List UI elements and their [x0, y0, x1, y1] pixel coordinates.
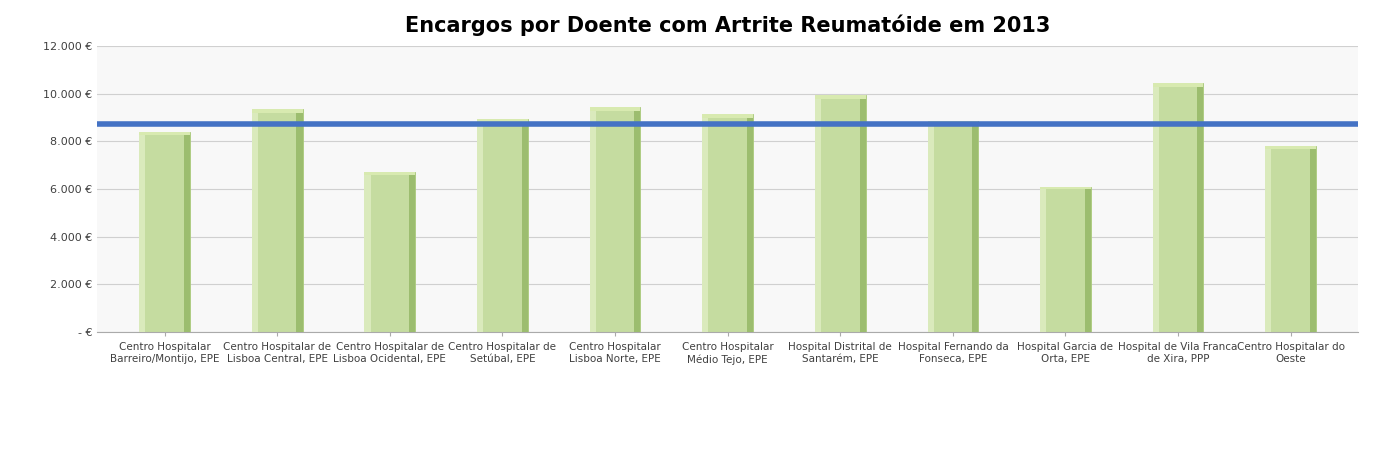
- Bar: [815, 95, 821, 332]
- Bar: [927, 121, 934, 332]
- Bar: [589, 107, 596, 332]
- Bar: [1265, 146, 1317, 149]
- Bar: [139, 132, 190, 332]
- Bar: [1153, 83, 1203, 332]
- Bar: [1040, 187, 1091, 332]
- Bar: [1040, 187, 1046, 332]
- Bar: [477, 119, 528, 123]
- Bar: [477, 119, 528, 332]
- Bar: [184, 132, 190, 332]
- Bar: [815, 95, 866, 99]
- Bar: [1198, 83, 1203, 332]
- Bar: [815, 95, 866, 332]
- Title: Encargos por Doente com Artrite Reumatóide em 2013: Encargos por Doente com Artrite Reumatói…: [405, 15, 1051, 36]
- Bar: [252, 109, 258, 332]
- Bar: [1265, 146, 1271, 332]
- Bar: [252, 109, 302, 332]
- Bar: [409, 172, 416, 332]
- Bar: [1153, 83, 1203, 88]
- Bar: [297, 109, 302, 332]
- Bar: [139, 132, 146, 332]
- Bar: [521, 119, 528, 332]
- Bar: [477, 119, 484, 332]
- Bar: [252, 109, 302, 113]
- Bar: [635, 107, 640, 332]
- Bar: [703, 114, 708, 332]
- Bar: [1310, 146, 1317, 332]
- Bar: [747, 114, 753, 332]
- Bar: [703, 114, 753, 118]
- Bar: [365, 172, 416, 175]
- Bar: [1265, 146, 1317, 332]
- Bar: [972, 121, 979, 332]
- Bar: [927, 121, 979, 125]
- Bar: [365, 172, 416, 332]
- Bar: [139, 132, 190, 136]
- Bar: [1153, 83, 1159, 332]
- Bar: [859, 95, 866, 332]
- Bar: [365, 172, 370, 332]
- Bar: [1040, 187, 1091, 189]
- Bar: [927, 121, 979, 332]
- Bar: [589, 107, 640, 111]
- Bar: [1085, 187, 1091, 332]
- Bar: [589, 107, 640, 332]
- Bar: [703, 114, 753, 332]
